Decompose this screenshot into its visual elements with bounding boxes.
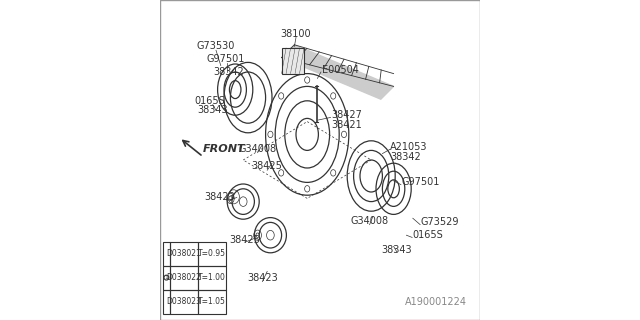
Bar <box>198 242 226 266</box>
Bar <box>163 242 170 266</box>
Bar <box>198 266 226 290</box>
Text: G73530: G73530 <box>197 41 235 52</box>
Text: 38342: 38342 <box>390 152 421 162</box>
Text: 38343: 38343 <box>198 105 228 116</box>
Text: 38421: 38421 <box>332 120 362 130</box>
Text: 38423: 38423 <box>204 192 235 202</box>
Text: 38427: 38427 <box>332 110 362 120</box>
Text: D038022: D038022 <box>166 273 202 282</box>
Text: 38425: 38425 <box>229 235 260 245</box>
Text: T=1.00: T=1.00 <box>198 273 226 282</box>
Text: G97501: G97501 <box>207 54 244 64</box>
Text: G34008: G34008 <box>239 144 276 154</box>
Text: 38423: 38423 <box>247 273 278 284</box>
Text: FRONT: FRONT <box>204 144 246 154</box>
Text: D038023: D038023 <box>166 297 202 306</box>
Bar <box>170 242 198 266</box>
Bar <box>282 48 304 74</box>
Text: G34008: G34008 <box>351 216 388 226</box>
Text: T=0.95: T=0.95 <box>198 249 226 258</box>
Text: G97501: G97501 <box>402 177 440 188</box>
Text: D038021: D038021 <box>166 249 202 258</box>
Text: G73529: G73529 <box>421 217 460 228</box>
Text: 38425: 38425 <box>252 161 283 172</box>
Bar <box>198 290 226 314</box>
Bar <box>170 290 198 314</box>
Text: 0165S: 0165S <box>194 96 225 106</box>
Text: A190001224: A190001224 <box>405 297 467 307</box>
Bar <box>170 266 198 290</box>
Text: 38343: 38343 <box>381 244 412 255</box>
Text: A21053: A21053 <box>390 142 428 152</box>
Text: 38342: 38342 <box>213 67 244 77</box>
Text: 38100: 38100 <box>281 28 311 39</box>
Bar <box>163 266 170 290</box>
Text: 1: 1 <box>164 275 168 280</box>
Polygon shape <box>282 45 394 99</box>
Text: E00504: E00504 <box>322 65 358 76</box>
Text: T=1.05: T=1.05 <box>198 297 226 306</box>
Text: 0165S: 0165S <box>413 230 444 240</box>
Bar <box>163 290 170 314</box>
